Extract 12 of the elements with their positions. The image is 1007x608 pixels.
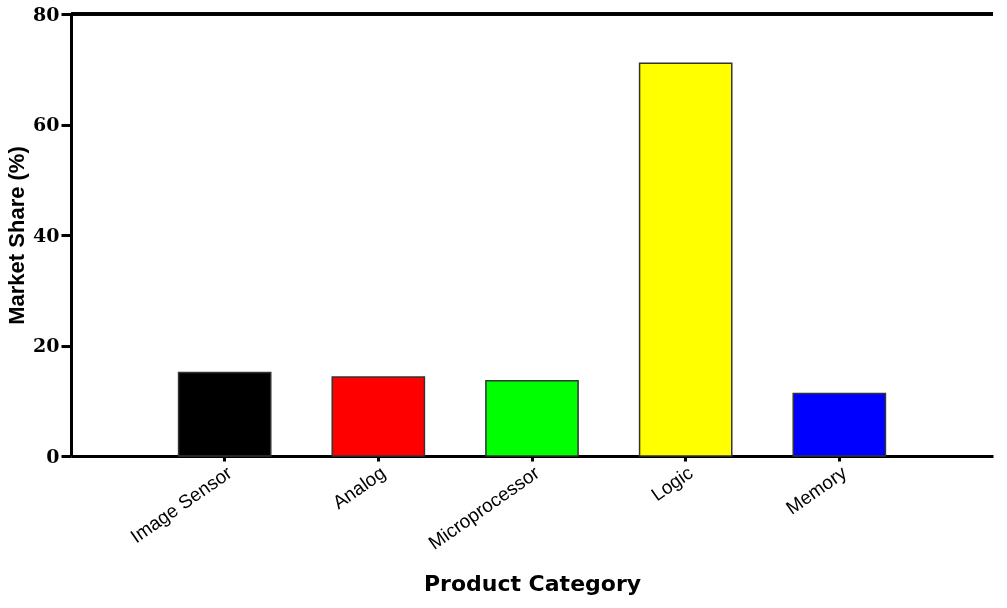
x-tick-label: Logic bbox=[647, 461, 697, 506]
x-axis-title: Product Category bbox=[423, 570, 642, 596]
y-tick-label: 20 bbox=[33, 334, 60, 356]
y-tick-label: 40 bbox=[33, 223, 60, 246]
bar bbox=[638, 62, 733, 457]
y-axis-title: Market Share (%) bbox=[4, 146, 30, 325]
y-tick-label: 0 bbox=[46, 444, 60, 467]
bar bbox=[331, 376, 426, 457]
bar bbox=[792, 392, 887, 457]
y-tick-label: 60 bbox=[33, 113, 60, 135]
y-tick-label: 80 bbox=[33, 2, 60, 25]
bar bbox=[485, 380, 579, 457]
